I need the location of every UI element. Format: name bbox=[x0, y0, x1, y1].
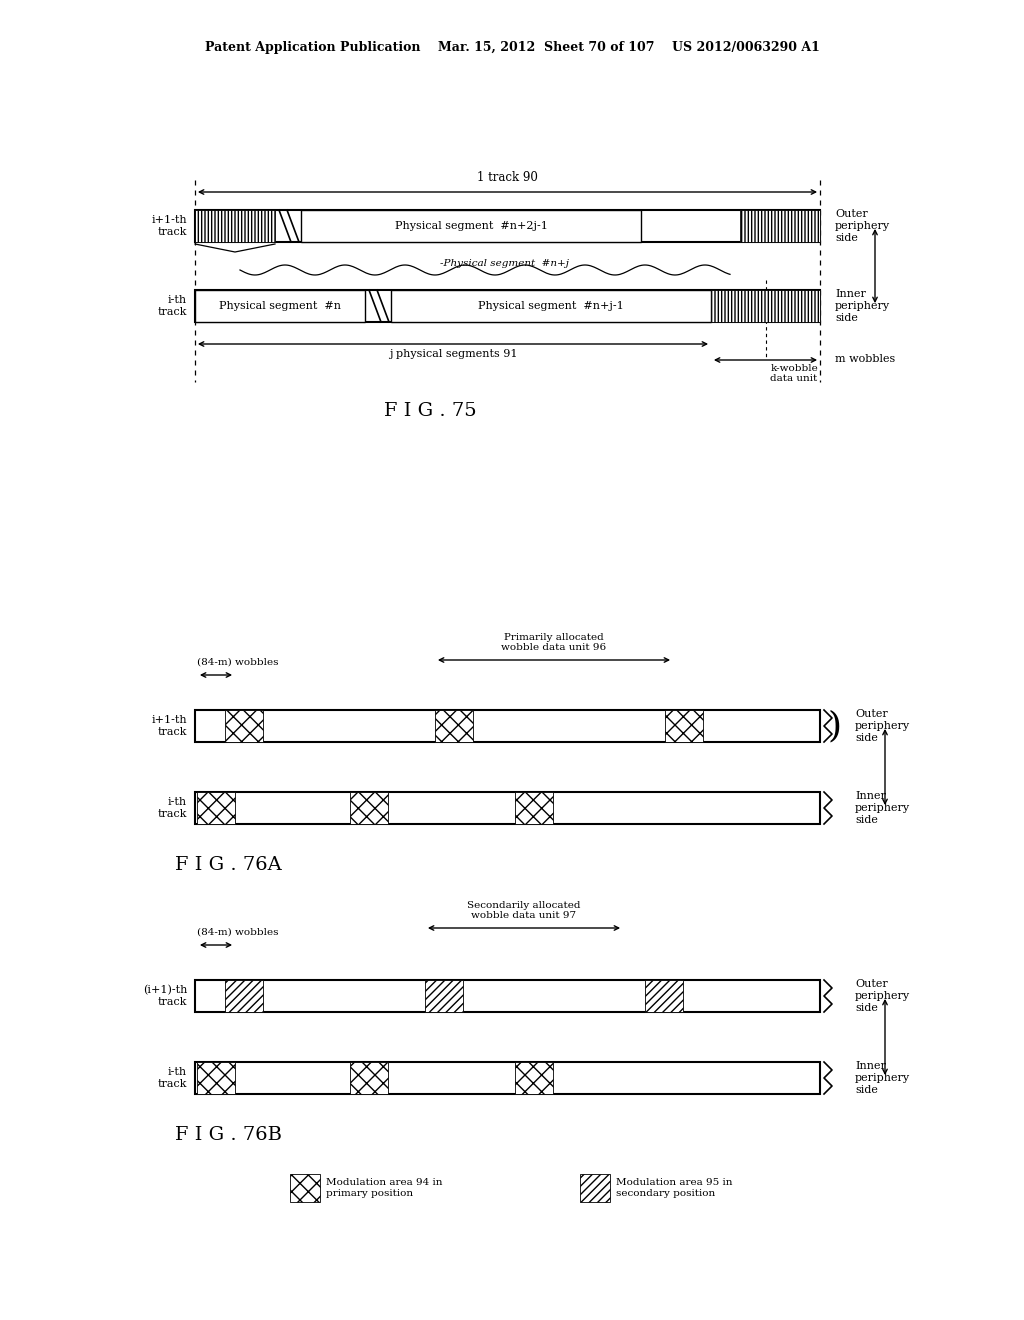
Bar bbox=[195, 1063, 820, 1094]
Text: i-th
track: i-th track bbox=[158, 296, 187, 317]
Bar bbox=[195, 210, 275, 242]
Bar bbox=[350, 792, 388, 824]
Text: Inner
periphery
side: Inner periphery side bbox=[835, 289, 890, 322]
Bar bbox=[665, 710, 703, 742]
Text: i-th
track: i-th track bbox=[158, 797, 187, 818]
Text: Inner
periphery
side: Inner periphery side bbox=[855, 1061, 910, 1094]
Bar bbox=[195, 792, 820, 824]
Bar bbox=[197, 1063, 234, 1094]
Text: F I G . 76A: F I G . 76A bbox=[175, 855, 282, 874]
Bar bbox=[225, 710, 263, 742]
Text: -Physical segment  #n+j: -Physical segment #n+j bbox=[440, 259, 569, 268]
Text: F I G . 75: F I G . 75 bbox=[384, 403, 476, 420]
Bar bbox=[711, 290, 820, 322]
Text: Outer
periphery
side: Outer periphery side bbox=[855, 709, 910, 743]
Text: Modulation area 95 in
secondary position: Modulation area 95 in secondary position bbox=[616, 1179, 732, 1197]
Text: ): ) bbox=[828, 709, 842, 743]
Text: Physical segment  #n: Physical segment #n bbox=[219, 301, 341, 312]
Text: Physical segment  #n+2j-1: Physical segment #n+2j-1 bbox=[394, 220, 548, 231]
Bar bbox=[350, 1063, 388, 1094]
Bar bbox=[435, 710, 473, 742]
Bar bbox=[515, 792, 553, 824]
Text: Primarily allocated
wobble data unit 96: Primarily allocated wobble data unit 96 bbox=[502, 632, 606, 652]
Bar bbox=[515, 1063, 553, 1094]
Bar bbox=[195, 290, 820, 322]
Text: Inner
periphery
side: Inner periphery side bbox=[855, 792, 910, 825]
Text: Modulation area 94 in
primary position: Modulation area 94 in primary position bbox=[326, 1179, 442, 1197]
Bar bbox=[391, 290, 711, 322]
Text: m wobbles: m wobbles bbox=[835, 354, 895, 364]
Bar bbox=[195, 210, 820, 242]
Text: F I G . 76B: F I G . 76B bbox=[175, 1126, 282, 1144]
Text: Patent Application Publication    Mar. 15, 2012  Sheet 70 of 107    US 2012/0063: Patent Application Publication Mar. 15, … bbox=[205, 41, 819, 54]
Text: 1 track 90: 1 track 90 bbox=[477, 172, 538, 183]
Text: (i+1)-th
track: (i+1)-th track bbox=[142, 985, 187, 1007]
Bar bbox=[290, 1173, 319, 1203]
Text: i+1-th
track: i+1-th track bbox=[152, 215, 187, 236]
Bar bbox=[425, 979, 463, 1012]
Bar bbox=[740, 210, 820, 242]
Text: i-th
track: i-th track bbox=[158, 1067, 187, 1089]
Bar bbox=[195, 979, 820, 1012]
Bar bbox=[301, 210, 641, 242]
Bar bbox=[645, 979, 683, 1012]
Bar bbox=[225, 979, 263, 1012]
Bar bbox=[197, 792, 234, 824]
Bar bbox=[580, 1173, 610, 1203]
Text: Physical segment  #n+j-1: Physical segment #n+j-1 bbox=[478, 301, 624, 312]
Text: Secondarily allocated
wobble data unit 97: Secondarily allocated wobble data unit 9… bbox=[467, 900, 581, 920]
Bar bbox=[195, 710, 820, 742]
Text: Outer
periphery
side: Outer periphery side bbox=[835, 210, 890, 243]
Text: (84-m) wobbles: (84-m) wobbles bbox=[197, 928, 279, 937]
Bar bbox=[195, 290, 365, 322]
Text: k-wobble
data unit: k-wobble data unit bbox=[770, 364, 818, 383]
Text: j physical segments 91: j physical segments 91 bbox=[389, 348, 517, 359]
Text: Outer
periphery
side: Outer periphery side bbox=[855, 979, 910, 1012]
Text: i+1-th
track: i+1-th track bbox=[152, 715, 187, 737]
Text: (84-m) wobbles: (84-m) wobbles bbox=[197, 657, 279, 667]
